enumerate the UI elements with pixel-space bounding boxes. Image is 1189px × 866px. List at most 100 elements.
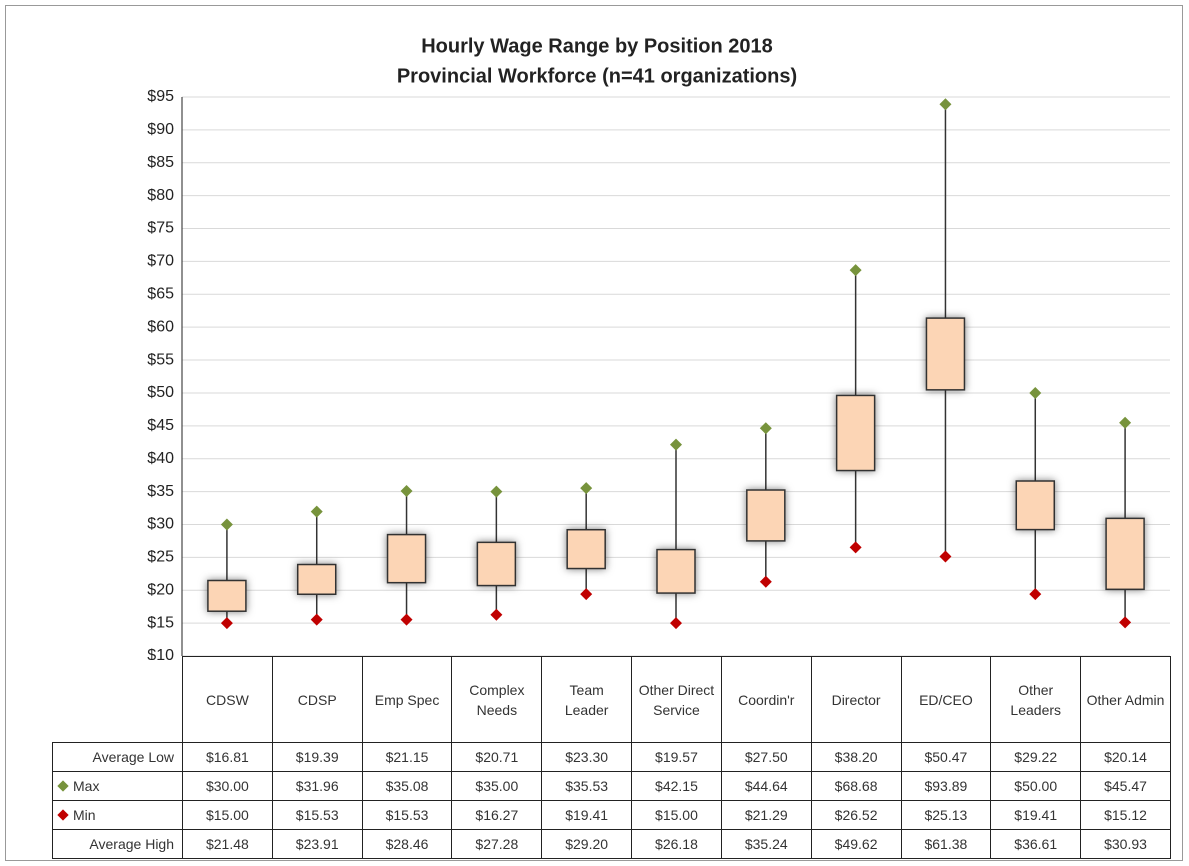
value-cell: $93.89	[900, 771, 992, 801]
category-label: CDSP	[271, 656, 363, 743]
diamond	[220, 617, 233, 630]
category-label: ED/CEO	[900, 656, 992, 743]
diamond	[1119, 616, 1132, 629]
box	[925, 317, 966, 391]
value-cell: $23.30	[541, 742, 633, 772]
category-label: Other Admin	[1080, 656, 1171, 743]
chart-title: Hourly Wage Range by Position 2018	[421, 35, 773, 57]
value-cell: $25.13	[900, 800, 992, 830]
category-label: Emp Spec	[361, 656, 453, 743]
category-label: Other Direct Service	[631, 656, 722, 743]
data-row: Max $30.00 $31.96 $35.08 $35.00 $35.53 $42.15 $…	[52, 771, 1171, 801]
y-tick-label: $65	[147, 286, 174, 303]
value-cell: $19.41	[541, 800, 633, 830]
value-cell: $36.61	[990, 829, 1082, 859]
category-label: Complex Needs	[451, 656, 543, 743]
header-row: CDSW CDSP Emp Spec Complex Needs Team Leader…	[53, 656, 1171, 743]
y-tick-label: $90	[147, 121, 174, 138]
value-cell: $50.00	[990, 771, 1082, 801]
value-cell: $19.41	[990, 800, 1082, 830]
box	[835, 394, 876, 472]
diamond	[400, 485, 413, 498]
legend-label: Average High	[89, 836, 174, 852]
data-row: Min $15.00 $15.53 $15.53 $16.27 $19.41 $15.00 $…	[52, 800, 1171, 830]
y-tick-label: $15	[147, 614, 174, 631]
diamond	[580, 588, 593, 601]
y-tick-label: $50	[147, 384, 174, 401]
value-cell: $35.53	[541, 771, 633, 801]
value-cell: $15.12	[1080, 800, 1171, 830]
y-tick-label: $85	[147, 154, 174, 171]
frame	[5, 5, 1183, 861]
diamond	[1029, 588, 1042, 601]
y-tick-label: $10	[147, 647, 174, 660]
diamond	[670, 617, 682, 630]
y-tick-label: $30	[147, 516, 174, 533]
value-cell: $16.27	[451, 800, 543, 830]
diamond	[759, 422, 772, 435]
value-cell: $21.29	[720, 800, 812, 830]
box	[566, 528, 606, 570]
value-cell: $26.52	[810, 800, 902, 830]
diamond	[580, 482, 593, 495]
box	[656, 548, 696, 594]
value-cell: $49.62	[810, 829, 902, 859]
chart-subtitle: Provincial Workforce (n=41 organizations…	[397, 65, 797, 87]
diamond	[1029, 386, 1042, 399]
diamond	[939, 550, 952, 563]
box	[746, 489, 786, 542]
legend-label: Average Low	[92, 749, 174, 765]
value-cell: $50.47	[900, 742, 992, 772]
row-label: Min	[52, 800, 183, 830]
value-cell: $27.50	[720, 742, 812, 772]
data-row: Average High $21.48 $23.91 $28.46 $27.28 $29.…	[52, 829, 1171, 859]
legend-label: Min	[73, 807, 96, 823]
value-cell: $27.28	[451, 829, 543, 859]
diamond	[759, 575, 772, 588]
diamond	[849, 541, 862, 554]
value-cell: $30.00	[182, 771, 273, 801]
diamond	[490, 608, 503, 621]
diamond	[490, 485, 503, 498]
y-tick-label: $95	[147, 88, 174, 105]
category-label: Other Leaders	[990, 656, 1082, 743]
value-cell: $31.96	[271, 771, 363, 801]
value-cell: $68.68	[810, 771, 902, 801]
box	[296, 563, 337, 595]
y-tick-label: $75	[147, 220, 174, 237]
value-cell: $15.53	[361, 800, 453, 830]
diamond	[310, 505, 323, 518]
y-tick-label: $60	[147, 318, 174, 335]
value-cell: $15.53	[271, 800, 363, 830]
value-cell: $35.24	[720, 829, 812, 859]
diamond	[939, 98, 952, 111]
box	[207, 579, 247, 612]
row-label: Average Low	[52, 742, 183, 772]
category-label: Coordin'r	[720, 656, 812, 743]
y-tick-label: $45	[147, 417, 174, 434]
category-label: Director	[810, 656, 902, 743]
diamond	[849, 264, 862, 277]
data-row: Average Low $16.81 $19.39 $21.15 $20.71 $23.3…	[52, 742, 1171, 772]
blank-cell	[53, 657, 183, 743]
value-cell: $42.15	[631, 771, 722, 801]
y-tick-label: $70	[147, 253, 174, 270]
value-cell: $30.93	[1080, 829, 1171, 859]
y-tick-label: $20	[147, 581, 174, 598]
diamond	[220, 518, 233, 531]
diamond	[1119, 416, 1132, 429]
category-label: CDSW	[182, 656, 273, 743]
chart: Hourly Wage Range by Position 2018 Provi…	[147, 35, 1170, 660]
y-tick-label: $25	[147, 549, 174, 566]
row-label: Max	[52, 771, 183, 801]
legend-label: Max	[73, 778, 100, 794]
value-cell: $35.00	[451, 771, 543, 801]
value-cell: $23.91	[271, 829, 363, 859]
box	[476, 541, 517, 587]
box	[386, 533, 427, 584]
category-label: Team Leader	[541, 656, 633, 743]
value-cell: $35.08	[361, 771, 453, 801]
box	[1105, 517, 1145, 591]
y-tick-label: $40	[147, 450, 174, 467]
